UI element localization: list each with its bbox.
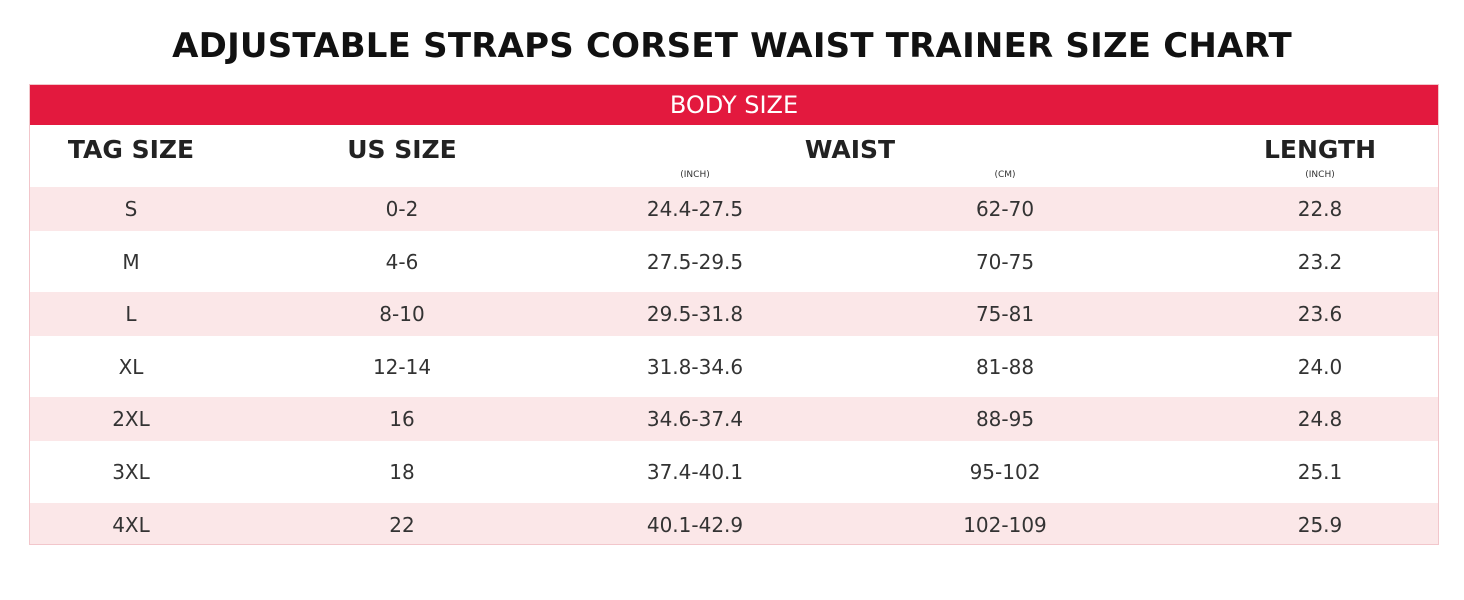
cell-waist-inch: 27.5-29.5 xyxy=(646,249,744,274)
unit-length-inch: (INCH) xyxy=(1305,170,1335,180)
cell-us-size: 16 xyxy=(389,407,415,432)
cell-tag-size: XL xyxy=(118,354,144,379)
cell-waist-inch: 29.5-31.8 xyxy=(646,302,744,327)
cell-us-size: 0-2 xyxy=(385,197,419,221)
cell-length: 25.9 xyxy=(1297,512,1343,537)
cell-waist-cm: 62-70 xyxy=(975,197,1035,221)
cell-us-size: 22 xyxy=(389,512,415,537)
cell-us-size: 4-6 xyxy=(385,249,419,274)
unit-waist-cm: (CM) xyxy=(994,170,1016,180)
unit-waist-inch: (INCH) xyxy=(680,170,710,180)
cell-us-size: 8-10 xyxy=(379,302,425,327)
size-chart-table: BODY SIZE TAG SIZE US SIZE WAIST LENGTH … xyxy=(29,84,1439,545)
header-tag-size: TAG SIZE xyxy=(67,135,195,164)
cell-waist-cm: 102-109 xyxy=(963,512,1047,537)
cell-tag-size: M xyxy=(122,249,140,274)
cell-length: 23.2 xyxy=(1297,249,1343,274)
cell-length: 22.8 xyxy=(1297,197,1343,221)
table-row: 4XL 22 40.1-42.9 102-109 25.9 xyxy=(30,502,1438,544)
cell-length: 23.6 xyxy=(1297,302,1343,327)
table-row: L 8-10 29.5-31.8 75-81 23.6 xyxy=(30,292,1438,337)
cell-us-size: 18 xyxy=(389,460,415,484)
cell-tag-size: 4XL xyxy=(112,512,150,537)
header-length: LENGTH xyxy=(1264,135,1376,164)
cell-length: 24.8 xyxy=(1297,407,1343,432)
body-size-band: BODY SIZE xyxy=(30,85,1438,125)
cell-length: 24.0 xyxy=(1297,354,1343,379)
cell-tag-size: 2XL xyxy=(112,407,150,432)
cell-waist-cm: 81-88 xyxy=(975,354,1035,379)
table-row: 2XL 16 34.6-37.4 88-95 24.8 xyxy=(30,397,1438,442)
cell-waist-inch: 24.4-27.5 xyxy=(646,197,744,221)
page-title: ADJUSTABLE STRAPS CORSET WAIST TRAINER S… xyxy=(172,26,1292,66)
cell-tag-size: 3XL xyxy=(112,460,150,484)
table-row: 3XL 18 37.4-40.1 95-102 25.1 xyxy=(30,450,1438,494)
cell-tag-size: L xyxy=(125,302,137,327)
cell-waist-inch: 40.1-42.9 xyxy=(646,512,744,537)
cell-waist-cm: 88-95 xyxy=(975,407,1035,432)
cell-waist-cm: 70-75 xyxy=(975,249,1035,274)
cell-us-size: 12-14 xyxy=(372,354,432,379)
cell-length: 25.1 xyxy=(1297,460,1343,484)
table-row: M 4-6 27.5-29.5 70-75 23.2 xyxy=(30,240,1438,284)
cell-waist-cm: 75-81 xyxy=(975,302,1035,327)
cell-waist-cm: 95-102 xyxy=(969,460,1041,484)
header-us-size: US SIZE xyxy=(347,135,457,164)
cell-tag-size: S xyxy=(124,197,138,221)
cell-waist-inch: 37.4-40.1 xyxy=(646,460,744,484)
cell-waist-inch: 31.8-34.6 xyxy=(646,354,744,379)
table-row: XL 12-14 31.8-34.6 81-88 24.0 xyxy=(30,345,1438,389)
table-row: S 0-2 24.4-27.5 62-70 22.8 xyxy=(30,187,1438,231)
header-waist: WAIST xyxy=(804,135,896,164)
cell-waist-inch: 34.6-37.4 xyxy=(646,407,744,432)
